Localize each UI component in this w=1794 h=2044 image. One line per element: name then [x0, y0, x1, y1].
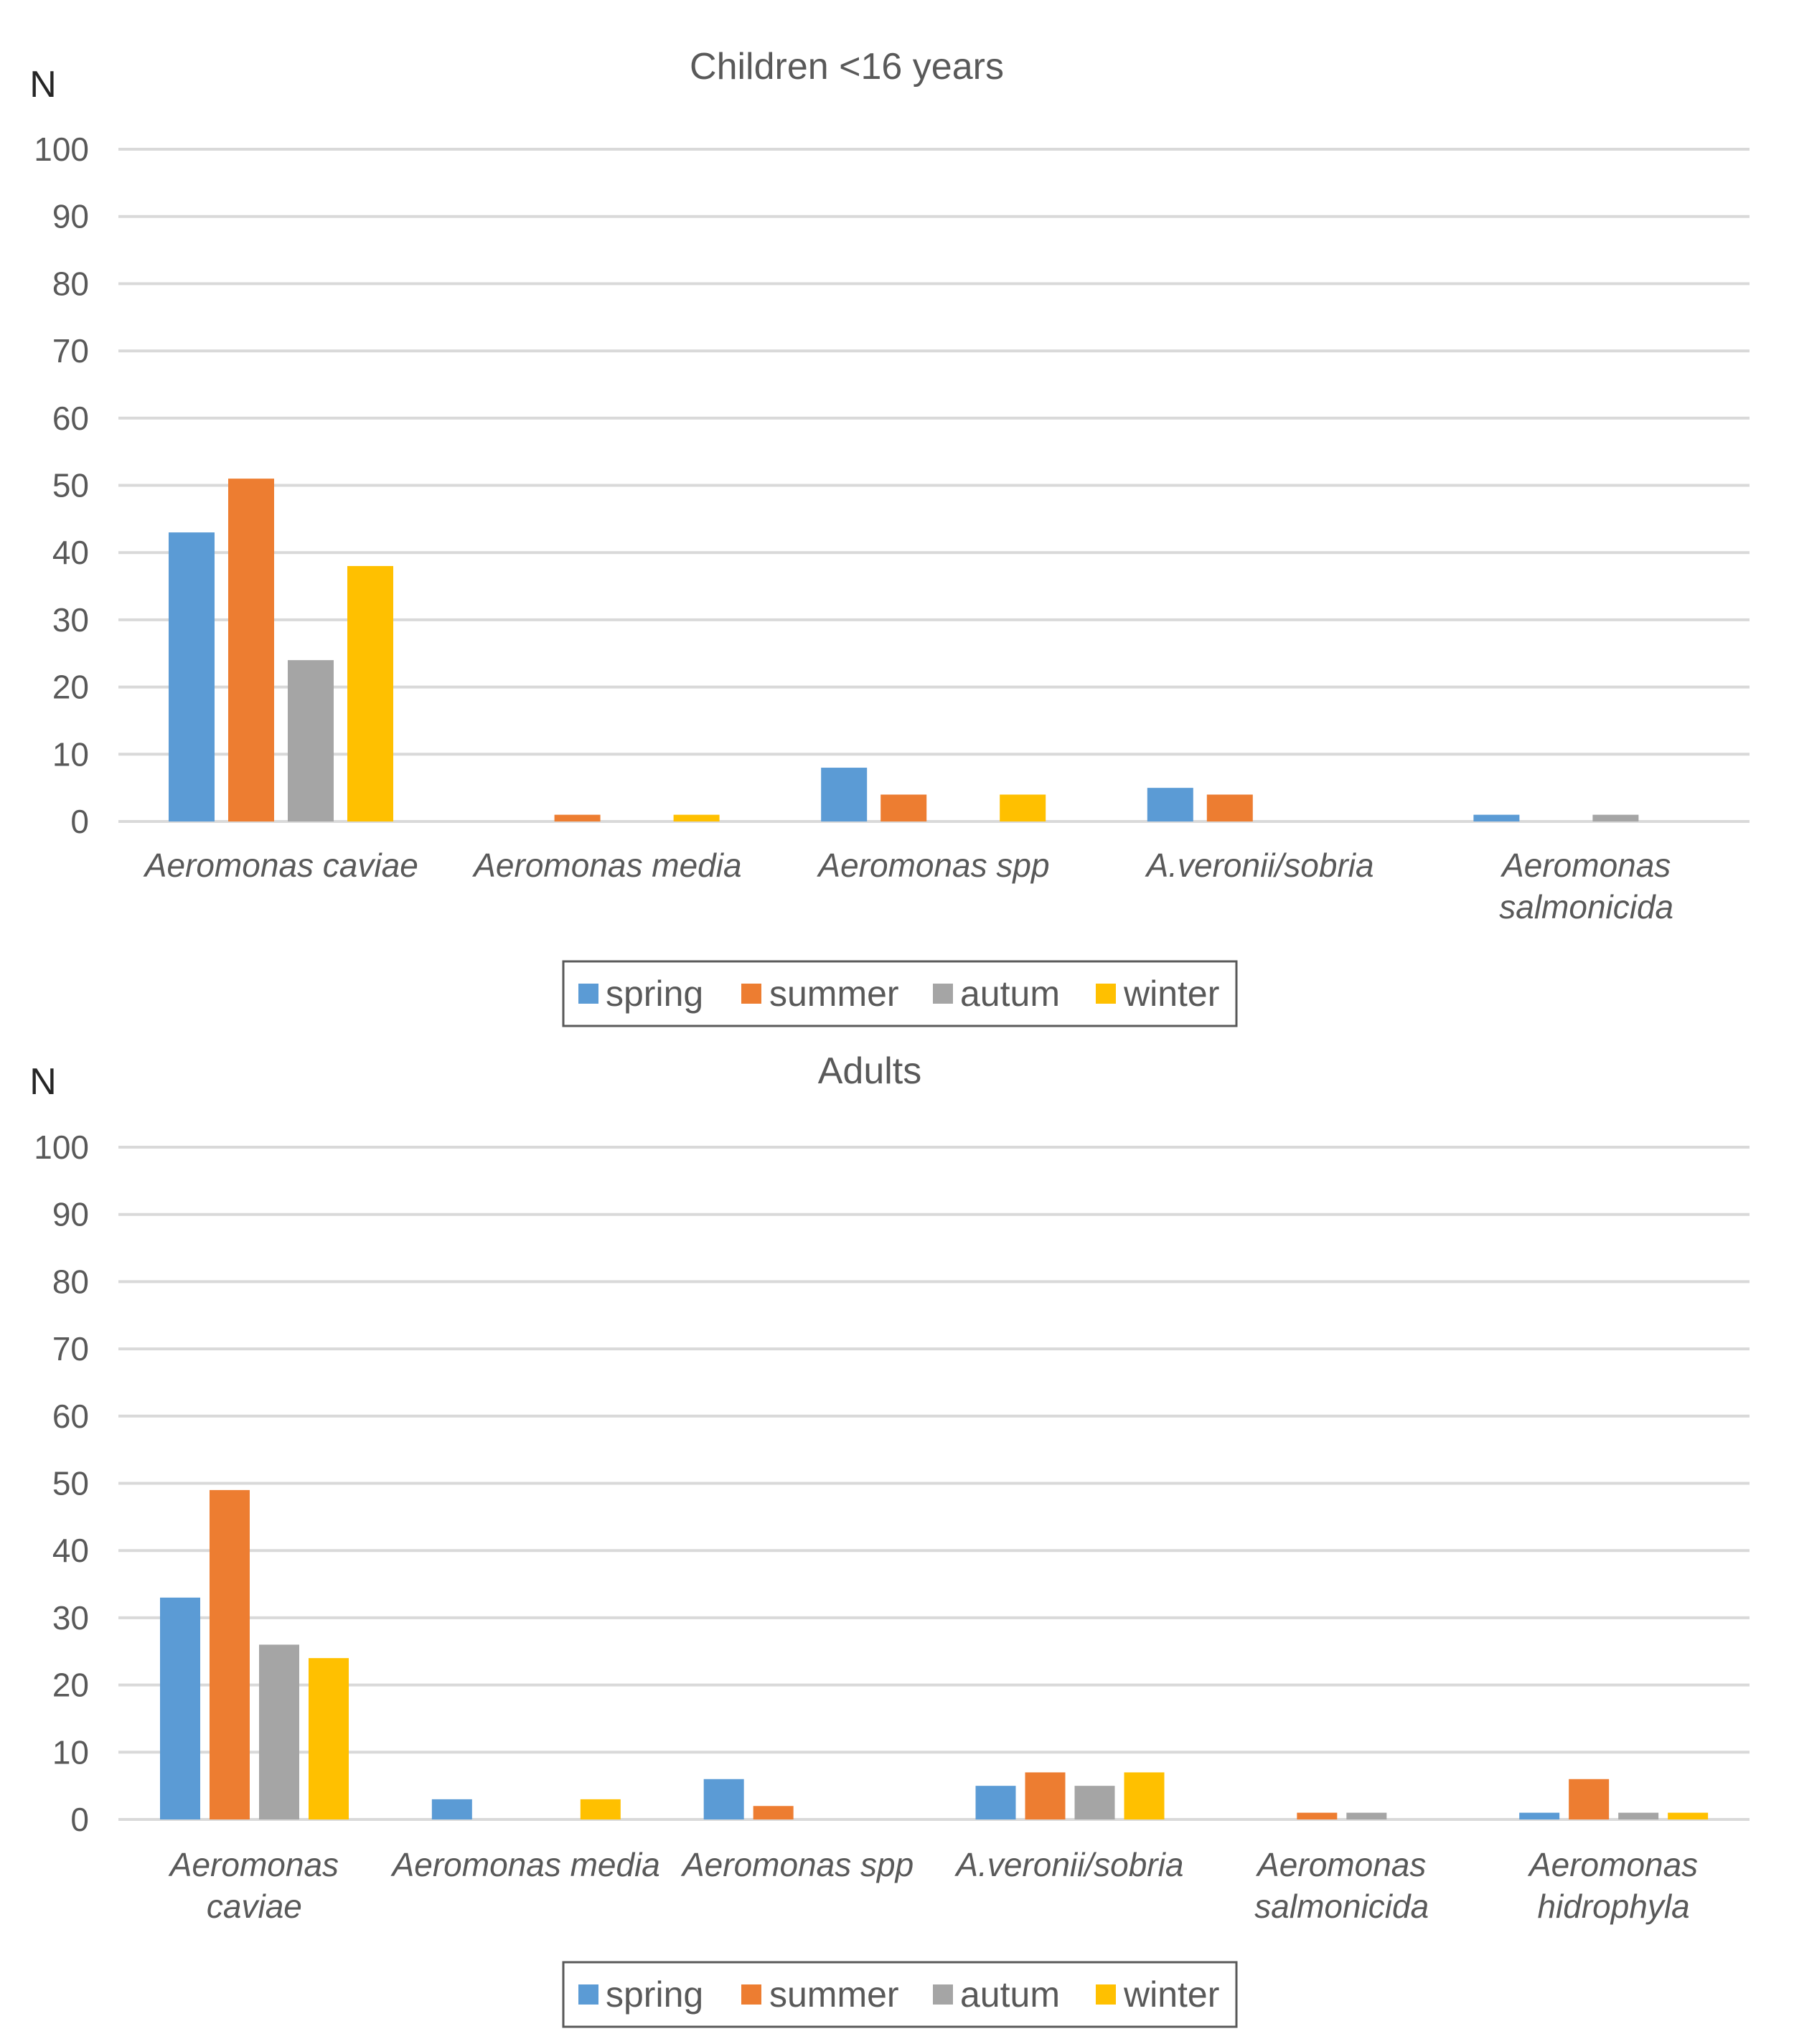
chart-title: Adults [818, 1050, 922, 1092]
category-label: Aeromonas spp [680, 1846, 914, 1883]
bar-autum [1618, 1812, 1659, 1819]
category-label: Aeromonas media [390, 1846, 660, 1883]
bar-summer [880, 794, 927, 821]
y-tick-label: 10 [52, 1733, 89, 1771]
y-tick-label: 80 [52, 1263, 89, 1300]
y-axis-label: N [29, 64, 57, 105]
y-tick-label: 50 [52, 1465, 89, 1502]
legend-label-autum: autum [960, 974, 1060, 1014]
bar-spring [1473, 814, 1520, 821]
bar-autum [1592, 814, 1639, 821]
bar-summer [554, 814, 601, 821]
bar-summer [210, 1489, 250, 1819]
legend-label-summer: summer [769, 974, 899, 1014]
bar-winter [673, 814, 720, 821]
chart-1: Children <16 years N 0 10 20 30 40 50 60 70 80 90 10… [29, 46, 1750, 1027]
category-label: Aeromonas spp [816, 847, 1049, 884]
bar-spring [1147, 788, 1193, 821]
legend-label-autum: autum [960, 1974, 1060, 2015]
bar-spring [160, 1597, 200, 1819]
bar-spring [169, 532, 215, 821]
y-tick-label: 60 [52, 400, 89, 437]
y-tick-label: 70 [52, 1330, 89, 1367]
y-axis-label: N [29, 1061, 57, 1103]
bar-winter [580, 1799, 621, 1819]
legend-swatch-winter [1096, 984, 1116, 1004]
bar-summer [753, 1806, 794, 1819]
y-tick-label: 90 [52, 1196, 89, 1233]
y-tick-label: 20 [52, 669, 89, 706]
bar-winter [347, 565, 393, 821]
legend-swatch-summer [741, 984, 761, 1004]
legend-swatch-summer [741, 1984, 761, 2005]
legend: spring summer autum winter [562, 960, 1238, 1027]
bar-spring [703, 1779, 744, 1819]
y-tick-label: 30 [52, 1599, 89, 1636]
legend-label-winter: winter [1123, 1974, 1219, 2015]
y-tick-label: 0 [70, 803, 89, 840]
bar-summer [1206, 794, 1253, 821]
y-tick-label: 40 [52, 1532, 89, 1569]
bar-winter [1000, 794, 1046, 821]
y-tick-label: 40 [52, 534, 89, 571]
category-label: A.veronii/sobria [1145, 847, 1374, 884]
category-label: A.veronii/sobria [954, 1846, 1183, 1883]
bar-spring [821, 768, 868, 821]
category-label: Aeromonas salmonicida [1499, 847, 1673, 926]
category-label: Aeromonas salmonicida [1254, 1846, 1429, 1925]
legend-swatch-spring [578, 984, 598, 1004]
legend-label-summer: summer [769, 1974, 899, 2015]
bar-summer [228, 479, 274, 821]
legend-label-spring: spring [606, 974, 703, 1014]
chart-title: Children <16 years [690, 46, 1004, 88]
bar-summer [1297, 1812, 1338, 1819]
legend-swatch-autum [933, 984, 953, 1004]
bar-autum [1346, 1812, 1387, 1819]
y-tick-label: 60 [52, 1398, 89, 1435]
y-tick-label: 20 [52, 1667, 89, 1704]
legend-box [562, 960, 1238, 1027]
legend-box [562, 1961, 1238, 2028]
legend: spring summer autum winter [562, 1961, 1238, 2028]
bar-summer [1569, 1779, 1610, 1819]
bar-winter [1668, 1812, 1709, 1819]
y-tick-label: 50 [52, 467, 89, 504]
bar-autum [1074, 1786, 1115, 1819]
y-tick-label: 90 [52, 198, 89, 235]
y-tick-label: 100 [34, 1129, 89, 1166]
category-label: Aeromonas media [471, 847, 741, 884]
legend-label-spring: spring [606, 1974, 703, 2015]
bar-autum [288, 660, 334, 821]
y-tick-label: 30 [52, 601, 89, 639]
y-tick-label: 10 [52, 735, 89, 773]
bar-spring [431, 1799, 472, 1819]
category-label: Aeromonas hidrophyla [1527, 1846, 1698, 1925]
legend-label-winter: winter [1123, 974, 1219, 1014]
y-tick-label: 100 [34, 131, 89, 168]
y-tick-label: 0 [70, 1801, 89, 1838]
bar-winter [1124, 1772, 1165, 1819]
y-tick-label: 70 [52, 332, 89, 369]
legend-swatch-winter [1096, 1984, 1116, 2005]
bar-spring [975, 1786, 1016, 1819]
chart-2: Adults N 0 10 20 30 40 50 60 70 80 90 100 Aeromonas ca… [29, 1050, 1750, 2028]
legend-swatch-autum [933, 1984, 953, 2005]
category-label: Aeromonas caviae [143, 847, 418, 884]
bar-summer [1025, 1772, 1066, 1819]
category-label: Aeromonas caviae [168, 1846, 339, 1925]
y-tick-label: 80 [52, 265, 89, 302]
bar-spring [1519, 1812, 1560, 1819]
bar-winter [309, 1658, 349, 1819]
bar-autum [259, 1644, 299, 1819]
legend-swatch-spring [578, 1984, 598, 2005]
